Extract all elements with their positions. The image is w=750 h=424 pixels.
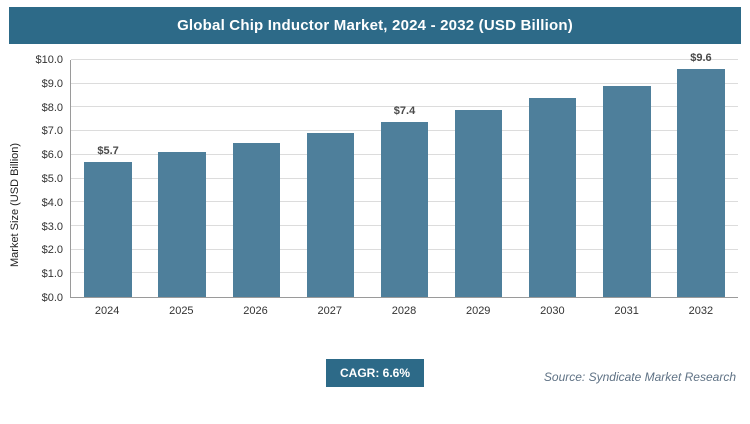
x-axis-labels: 2024 2025 2026 2027 2028 2029 2030 2031 2032	[70, 298, 738, 324]
bar-2032: $9.6	[677, 52, 725, 297]
gridline	[71, 59, 738, 60]
bar-2028: $7.4	[380, 105, 429, 297]
plot-row: $0.0 $1.0 $2.0 $3.0 $4.0 $5.0 $6.0 $7.0 $8.0 $9.0…	[24, 52, 738, 304]
x-axis-row: 2024 2025 2026 2027 2028 2029 2030 2031 2032	[24, 298, 738, 324]
y-tick-label: $2.0	[41, 244, 63, 257]
x-axis-label-2025: 2025	[169, 305, 194, 317]
bar-slot	[516, 60, 590, 297]
bar-value-label: $9.6	[690, 52, 712, 65]
bar-value-label: $7.4	[393, 104, 416, 117]
x-axis-label-2030: 2030	[540, 305, 565, 317]
y-axis-title: Market Size (USD Billion)	[9, 142, 21, 268]
title-banner: Global Chip Inductor Market, 2024 - 2032…	[9, 7, 741, 44]
bar-slot	[219, 60, 293, 297]
y-axis-ticks: $0.0 $1.0 $2.0 $3.0 $4.0 $5.0 $6.0 $7.0 $8.0 $9.0…	[24, 54, 70, 304]
bar-2031	[603, 86, 651, 297]
bar-2027	[306, 133, 355, 297]
bar-slot: $7.4	[367, 60, 441, 297]
bar-2024: $5.7	[84, 145, 132, 297]
source-credit: Source: Syndicate Market Research	[543, 370, 736, 384]
y-tick-label: $3.0	[41, 220, 63, 233]
bar-2025	[158, 152, 206, 297]
gridline	[71, 82, 738, 84]
bar-slot	[442, 60, 516, 297]
x-axis-label-2029: 2029	[465, 305, 491, 317]
plot-area: $5.7 $7.4 $9.6	[70, 52, 738, 298]
y-tick-label: $7.0	[41, 125, 63, 138]
bar-slot: $9.6	[664, 52, 738, 297]
footer: CAGR: 6.6% Source: Syndicate Market Rese…	[0, 358, 750, 388]
x-axis-label-2024: 2024	[94, 305, 120, 317]
gridline	[71, 106, 738, 108]
y-tick-label: $0.0	[41, 292, 63, 304]
bar-value-label: $5.7	[97, 144, 119, 157]
bar-slot	[145, 60, 219, 297]
bar-slot	[590, 60, 664, 297]
x-axis-label-2031: 2031	[614, 305, 639, 317]
chart-title: Global Chip Inductor Market, 2024 - 2032…	[177, 17, 573, 34]
y-tick-label: $4.0	[41, 196, 63, 209]
chart-main: $0.0 $1.0 $2.0 $3.0 $4.0 $5.0 $6.0 $7.0 $8.0 $9.0…	[24, 52, 738, 324]
y-tick-label: $6.0	[41, 149, 63, 162]
bar-2026	[232, 142, 280, 297]
x-axis-label-2028: 2028	[391, 305, 417, 317]
bar-slot: $5.7	[71, 60, 145, 297]
y-tick-label: $9.0	[41, 77, 63, 90]
y-tick-label: $5.0	[41, 173, 63, 185]
x-axis-label-2027: 2027	[317, 305, 342, 317]
y-tick-label: $8.0	[41, 101, 63, 114]
cagr-badge: CAGR: 6.6%	[325, 359, 424, 387]
y-tick-label: $1.0	[41, 268, 63, 281]
bar-slot	[293, 60, 367, 297]
y-tick-label: $10.0	[35, 54, 63, 66]
x-axis-label-2026: 2026	[243, 305, 268, 317]
bar-2029	[454, 109, 503, 297]
bars-row: $5.7 $7.4 $9.6	[71, 52, 738, 297]
x-axis-label-2032: 2032	[688, 305, 714, 317]
chart: Market Size (USD Billion) $0.0 $1.0 $2.0 $3…	[6, 52, 738, 324]
bar-2030	[529, 97, 577, 297]
